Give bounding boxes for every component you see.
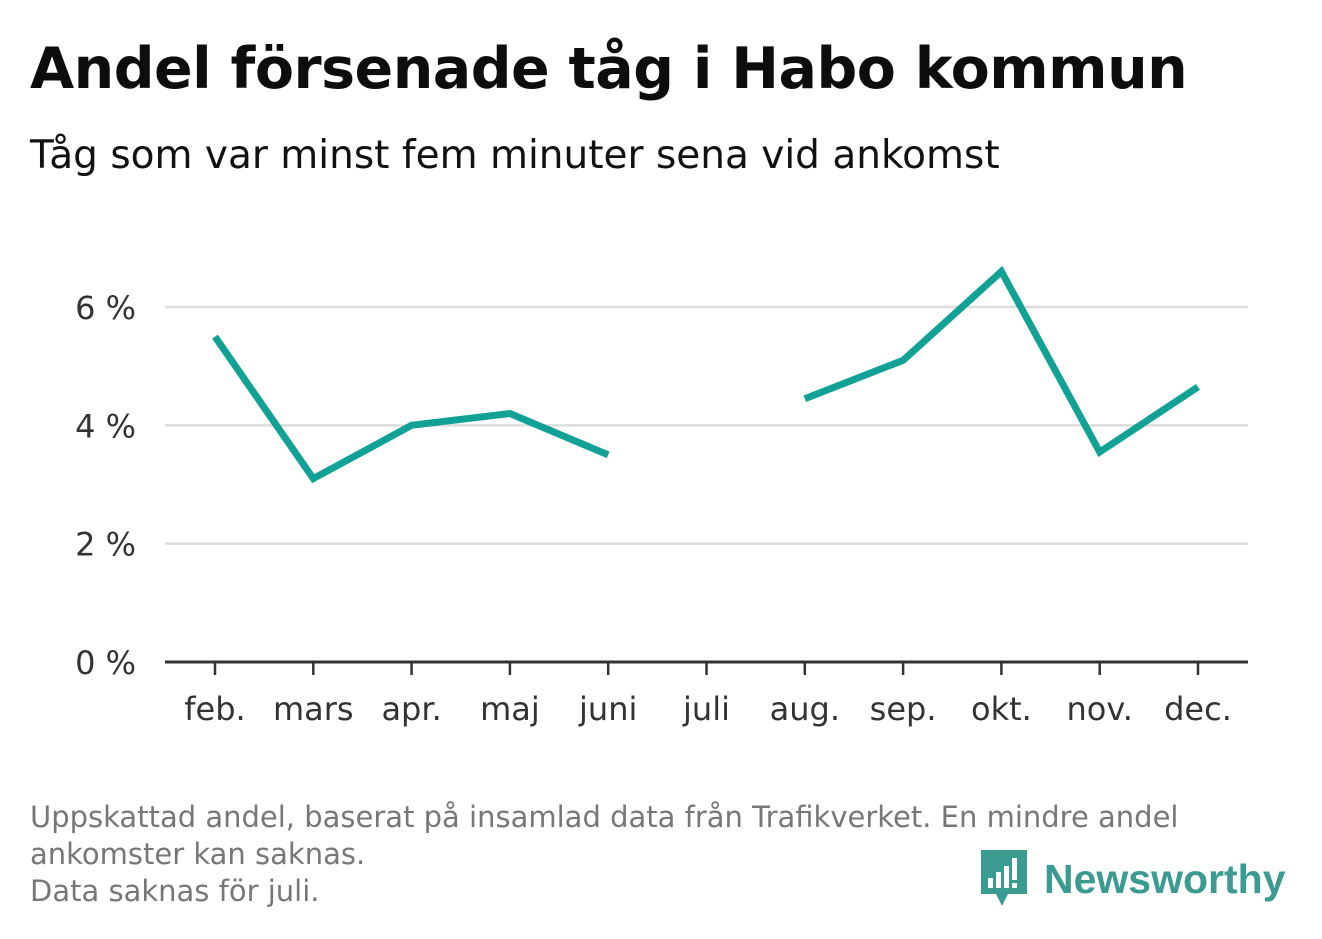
footnote: Uppskattad andel, baserat på insamlad da… — [30, 799, 1300, 910]
x-tick-label: dec. — [1164, 690, 1232, 728]
y-tick-label: 2 % — [75, 526, 136, 564]
x-tick-label: sep. — [870, 690, 937, 728]
footnote-line-3: Data saknas för juli. — [30, 874, 320, 908]
footnote-line-1: Uppskattad andel, baserat på insamlad da… — [30, 800, 1179, 834]
y-tick-label: 0 % — [75, 644, 136, 682]
x-tick-label: mars — [273, 690, 354, 728]
x-tick-label: okt. — [971, 690, 1032, 728]
footnote-line-2: ankomster kan saknas. — [30, 837, 366, 871]
x-tick-label: juli — [682, 690, 730, 728]
chart-subtitle: Tåg som var minst fem minuter sena vid a… — [30, 133, 1000, 178]
x-tick-label: juni — [578, 690, 637, 728]
x-tick-label: feb. — [184, 690, 245, 728]
data-series — [212, 265, 1200, 484]
x-tick-label: nov. — [1066, 690, 1132, 728]
x-tick-label: maj — [480, 690, 540, 728]
x-tick-label: aug. — [770, 690, 840, 728]
y-tick-label: 6 % — [75, 289, 136, 327]
y-tick-label: 4 % — [75, 407, 136, 445]
x-tick-label: apr. — [381, 690, 441, 728]
x-axis-ticks: feb. mars apr. maj juni juli aug. sep. okt. nov. d… — [184, 662, 1232, 728]
y-axis-ticks: 0 % 2 % 4 % 6 % — [75, 289, 136, 682]
gridlines — [165, 305, 1248, 545]
bar-chart-speech-bubble-icon — [981, 850, 1027, 906]
chart-title: Andel försenade tåg i Habo kommun — [30, 36, 1188, 102]
series-line — [212, 334, 610, 484]
series-line — [803, 265, 1200, 458]
brand-logo: Newsworthy — [978, 848, 1286, 910]
brand-name: Newsworthy — [1044, 855, 1286, 902]
